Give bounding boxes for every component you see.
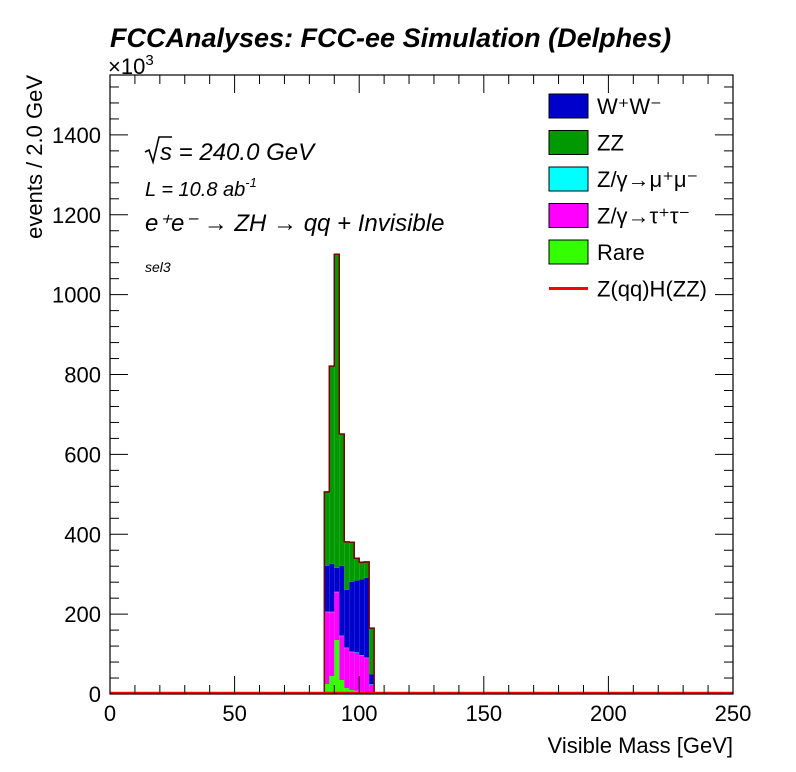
bar-zz-5 <box>349 542 355 582</box>
x-axis-label: Visible Mass [GeV] <box>548 733 733 758</box>
bar-ww-4 <box>344 589 350 648</box>
bar-tautau-5 <box>349 652 355 691</box>
bar-tautau-0 <box>324 612 330 685</box>
y-tick-label: 1400 <box>52 123 101 148</box>
legend: W⁺W⁻ ZZ Z/γ→μ⁺μ⁻ Z/γ→τ⁺τ⁻ Rare Z(qq)H(ZZ) <box>548 93 707 302</box>
x-tick-label: 150 <box>465 701 502 726</box>
bar-ww-3 <box>339 565 345 636</box>
x-tick-label: 50 <box>222 701 246 726</box>
svg-text:s = 240.0 GeV: s = 240.0 GeV <box>160 139 316 166</box>
sqrt-symbol-icon <box>144 136 172 165</box>
bar-zz-7 <box>359 562 365 580</box>
annotations: s = 240.0 GeV L = 10.8 ab-1 e⁺e⁻ → ZH → … <box>144 136 444 275</box>
legend-swatch-tautau <box>548 203 589 228</box>
bar-rare-3 <box>339 680 345 694</box>
lumi-annotation: L = 10.8 ab-1 <box>145 175 257 201</box>
legend-label-mumu: Z/γ→μ⁺μ⁻ <box>597 167 698 192</box>
bar-tautau-6 <box>354 652 360 691</box>
x-tick-label: 0 <box>104 701 116 726</box>
y-tick-labels: 0 200 400 600 800 1000 1200 1400 <box>52 123 101 707</box>
bar-zz-0 <box>324 491 330 566</box>
y-tick-label: 0 <box>89 682 101 707</box>
sqrt-s-annotation: s = 240.0 GeV <box>144 136 316 166</box>
legend-swatch-ww <box>548 93 589 119</box>
bar-ww-0 <box>324 565 330 612</box>
bar-tautau-3 <box>339 636 345 681</box>
bar-zz-2 <box>334 254 340 568</box>
bar-ww-5 <box>349 581 355 652</box>
bar-zz-1 <box>329 366 335 564</box>
legend-label-rare: Rare <box>597 240 645 265</box>
bar-zz-3 <box>339 434 345 566</box>
bar-zz-9 <box>369 628 375 675</box>
bar-ww-2 <box>334 567 340 592</box>
plot-area: 0 50 100 150 200 250 0 200 400 600 800 1000 1200 140… <box>52 74 751 726</box>
y-tick-label: 800 <box>64 363 101 388</box>
bar-rare-1 <box>329 676 335 694</box>
bar-tautau-8 <box>364 658 370 693</box>
bar-ww-1 <box>329 563 335 612</box>
legend-swatch-mumu <box>548 166 589 192</box>
x-tick-label: 200 <box>590 701 627 726</box>
bar-ww-8 <box>364 577 370 658</box>
x-tick-label: 250 <box>715 701 752 726</box>
bar-rare-0 <box>324 684 330 694</box>
axis-ticks <box>109 75 734 695</box>
y-tick-label: 600 <box>64 442 101 467</box>
bar-rare-2 <box>334 640 340 694</box>
y-tick-label: 200 <box>64 602 101 627</box>
legend-label-ww: W⁺W⁻ <box>597 94 662 119</box>
bar-zz-6 <box>354 558 360 581</box>
bar-ww-6 <box>354 580 360 653</box>
legend-swatch-zz <box>548 130 589 155</box>
y-axis-label: events / 2.0 GeV <box>22 75 47 239</box>
plot-border <box>109 74 734 695</box>
y-multiplier: ×103 <box>108 52 154 79</box>
selection-annotation: sel3 <box>145 259 171 275</box>
bar-tautau-4 <box>344 648 350 689</box>
x-tick-label: 100 <box>341 701 378 726</box>
legend-label-signal: Z(qq)H(ZZ) <box>597 277 707 302</box>
legend-swatch-rare <box>548 239 589 265</box>
bar-ww-9 <box>369 674 375 685</box>
bar-tautau-9 <box>369 684 375 693</box>
x-tick-labels: 0 50 100 150 200 250 <box>104 701 751 726</box>
bar-zz-4 <box>344 541 350 590</box>
stack-outline <box>323 253 375 694</box>
legend-label-zz: ZZ <box>597 131 624 156</box>
bar-tautau-7 <box>359 655 365 692</box>
bar-zz-8 <box>364 561 370 578</box>
bar-tautau-1 <box>329 612 335 677</box>
plot-frame <box>110 75 733 694</box>
y-tick-label: 1200 <box>52 203 101 228</box>
bar-rare-4 <box>344 688 350 694</box>
y-tick-label: 400 <box>64 522 101 547</box>
process-annotation: e⁺e⁻ → ZH → qq + Invisible <box>145 210 444 237</box>
legend-label-tautau: Z/γ→τ⁺τ⁻ <box>597 204 690 229</box>
y-tick-label: 1000 <box>52 283 101 308</box>
chart-title: FCCAnalyses: FCC-ee Simulation (Delphes) <box>110 23 671 53</box>
bar-tautau-2 <box>334 592 340 641</box>
bar-ww-7 <box>359 579 365 656</box>
